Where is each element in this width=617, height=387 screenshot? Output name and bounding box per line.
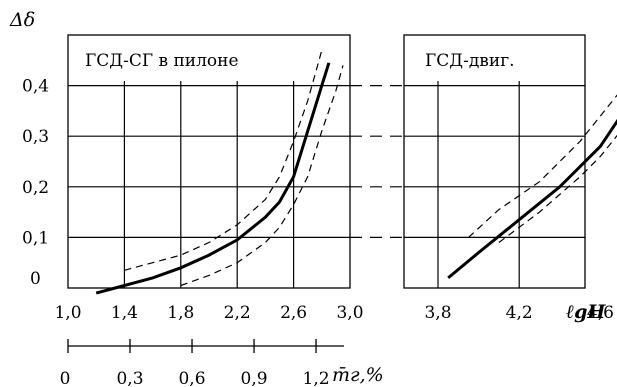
x-tick-label: 3,8 — [424, 303, 451, 323]
panel-frame-2 — [403, 34, 586, 289]
panel-title: ГСД-СГ в пилоне — [85, 51, 239, 71]
labels: ГСД-СГ в пилоне ГСД-двиг. 0 0,1 0,2 0,3 0,4 Δδ 1… — [9, 9, 614, 387]
bound-curve — [468, 94, 617, 238]
secondary-tick-label: 0,9 — [241, 369, 268, 387]
secondary-tick-label: 1,2 — [303, 369, 330, 387]
main-curve — [447, 118, 617, 280]
x-tick-label: 3,0 — [336, 303, 363, 323]
curves — [95, 50, 617, 295]
y-tick-label: 0,1 — [22, 228, 49, 248]
x-tick-label: 4,6 — [587, 303, 614, 323]
x-tick-label: 4,2 — [506, 303, 533, 323]
panel-frame-1 — [67, 34, 351, 289]
y-tick-label: 0,2 — [22, 178, 49, 198]
bound-curve — [124, 50, 323, 271]
panel-frames — [67, 34, 586, 289]
secondary-tick-label: 0,3 — [116, 369, 143, 387]
main-curve — [95, 62, 331, 295]
x-tick-label: 2,2 — [224, 303, 251, 323]
x-tick-label: 1,0 — [54, 303, 81, 323]
x-tick-label: 2,6 — [280, 303, 307, 323]
y-tick-label: 0 — [30, 269, 41, 289]
panel-title-bg — [70, 37, 275, 79]
bound-curve — [180, 65, 344, 287]
y-tick-label: 0,4 — [22, 77, 49, 97]
secondary-tick-label: 0,6 — [178, 369, 205, 387]
panel-title: ГСД-двиг. — [425, 51, 515, 71]
y-tick-label: 0,3 — [22, 127, 49, 147]
y-axis-label: Δδ — [9, 9, 35, 31]
secondary-tick-label: 0 — [60, 369, 71, 387]
bound-curve — [498, 134, 617, 243]
x-tick-label: 1,4 — [111, 303, 138, 323]
secondary-axis-label: m̄г,% — [332, 364, 384, 386]
x-tick-label: 1,8 — [167, 303, 194, 323]
grid — [67, 81, 585, 353]
panel-title-bg — [406, 37, 544, 79]
x-axis-label: ℓgH — [566, 301, 606, 323]
